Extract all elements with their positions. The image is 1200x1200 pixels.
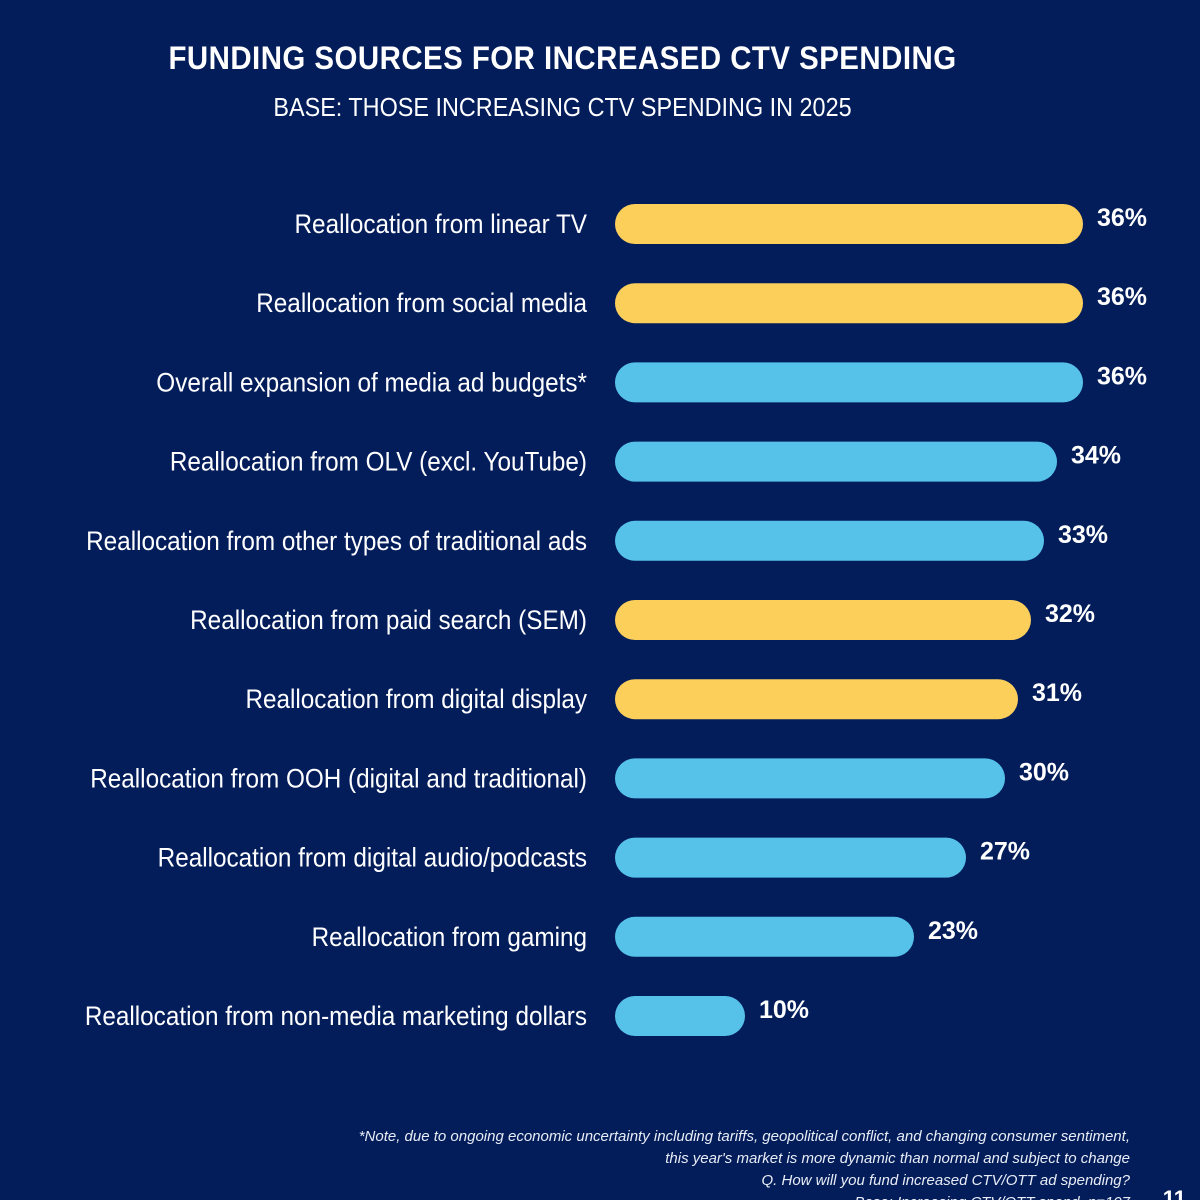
value-label: 34% xyxy=(1071,442,1121,470)
bar xyxy=(615,204,1083,244)
footnote-note-line-1: *Note, due to ongoing economic uncertain… xyxy=(358,1128,1130,1145)
bar xyxy=(615,283,1083,324)
category-label: Reallocation from linear TV xyxy=(295,210,588,239)
category-label: Reallocation from other types of traditi… xyxy=(86,527,587,556)
bar xyxy=(615,520,1044,561)
value-label: 32% xyxy=(1045,600,1095,628)
value-label: 10% xyxy=(759,996,809,1024)
category-label: Reallocation from digital audio/podcasts xyxy=(158,843,587,872)
footnote-question: Q. How will you fund increased CTV/OTT a… xyxy=(761,1172,1130,1189)
bar xyxy=(615,600,1031,640)
category-label: Reallocation from OLV (excl. YouTube) xyxy=(170,447,587,476)
category-label: Overall expansion of media ad budgets* xyxy=(156,368,587,397)
chart-title: FUNDING SOURCES FOR INCREASED CTV SPENDI… xyxy=(168,40,957,76)
category-label: Reallocation from gaming xyxy=(312,923,587,952)
value-label: 31% xyxy=(1032,679,1082,707)
category-label: Reallocation from digital display xyxy=(245,685,587,714)
value-label: 36% xyxy=(1097,204,1147,232)
category-label: Reallocation from non-media marketing do… xyxy=(85,1002,587,1031)
footnote-note-line-2: this year's market is more dynamic than … xyxy=(665,1150,1130,1167)
bar xyxy=(615,679,1018,720)
footnote: *Note, due to ongoing economic uncertain… xyxy=(230,1126,1130,1200)
value-label: 30% xyxy=(1019,758,1069,786)
footnote-base: Base: Increasing CTV/OTT spend, n=107 xyxy=(230,1192,1130,1200)
category-label: Reallocation from social media xyxy=(256,289,587,318)
value-label: 36% xyxy=(1097,283,1147,311)
bar xyxy=(615,916,914,957)
bar xyxy=(615,441,1057,482)
chart-subtitle: BASE: THOSE INCREASING CTV SPENDING IN 2… xyxy=(273,92,852,122)
value-label: 23% xyxy=(928,917,978,945)
bar xyxy=(615,362,1083,403)
value-label: 33% xyxy=(1058,521,1108,549)
bar xyxy=(615,996,745,1036)
bar xyxy=(615,758,1005,799)
value-label: 36% xyxy=(1097,362,1147,390)
page-number: 11 xyxy=(1162,1186,1186,1200)
value-label: 27% xyxy=(980,838,1030,866)
category-label: Reallocation from OOH (digital and tradi… xyxy=(90,764,587,793)
bar xyxy=(615,837,966,878)
category-label: Reallocation from paid search (SEM) xyxy=(190,606,587,635)
